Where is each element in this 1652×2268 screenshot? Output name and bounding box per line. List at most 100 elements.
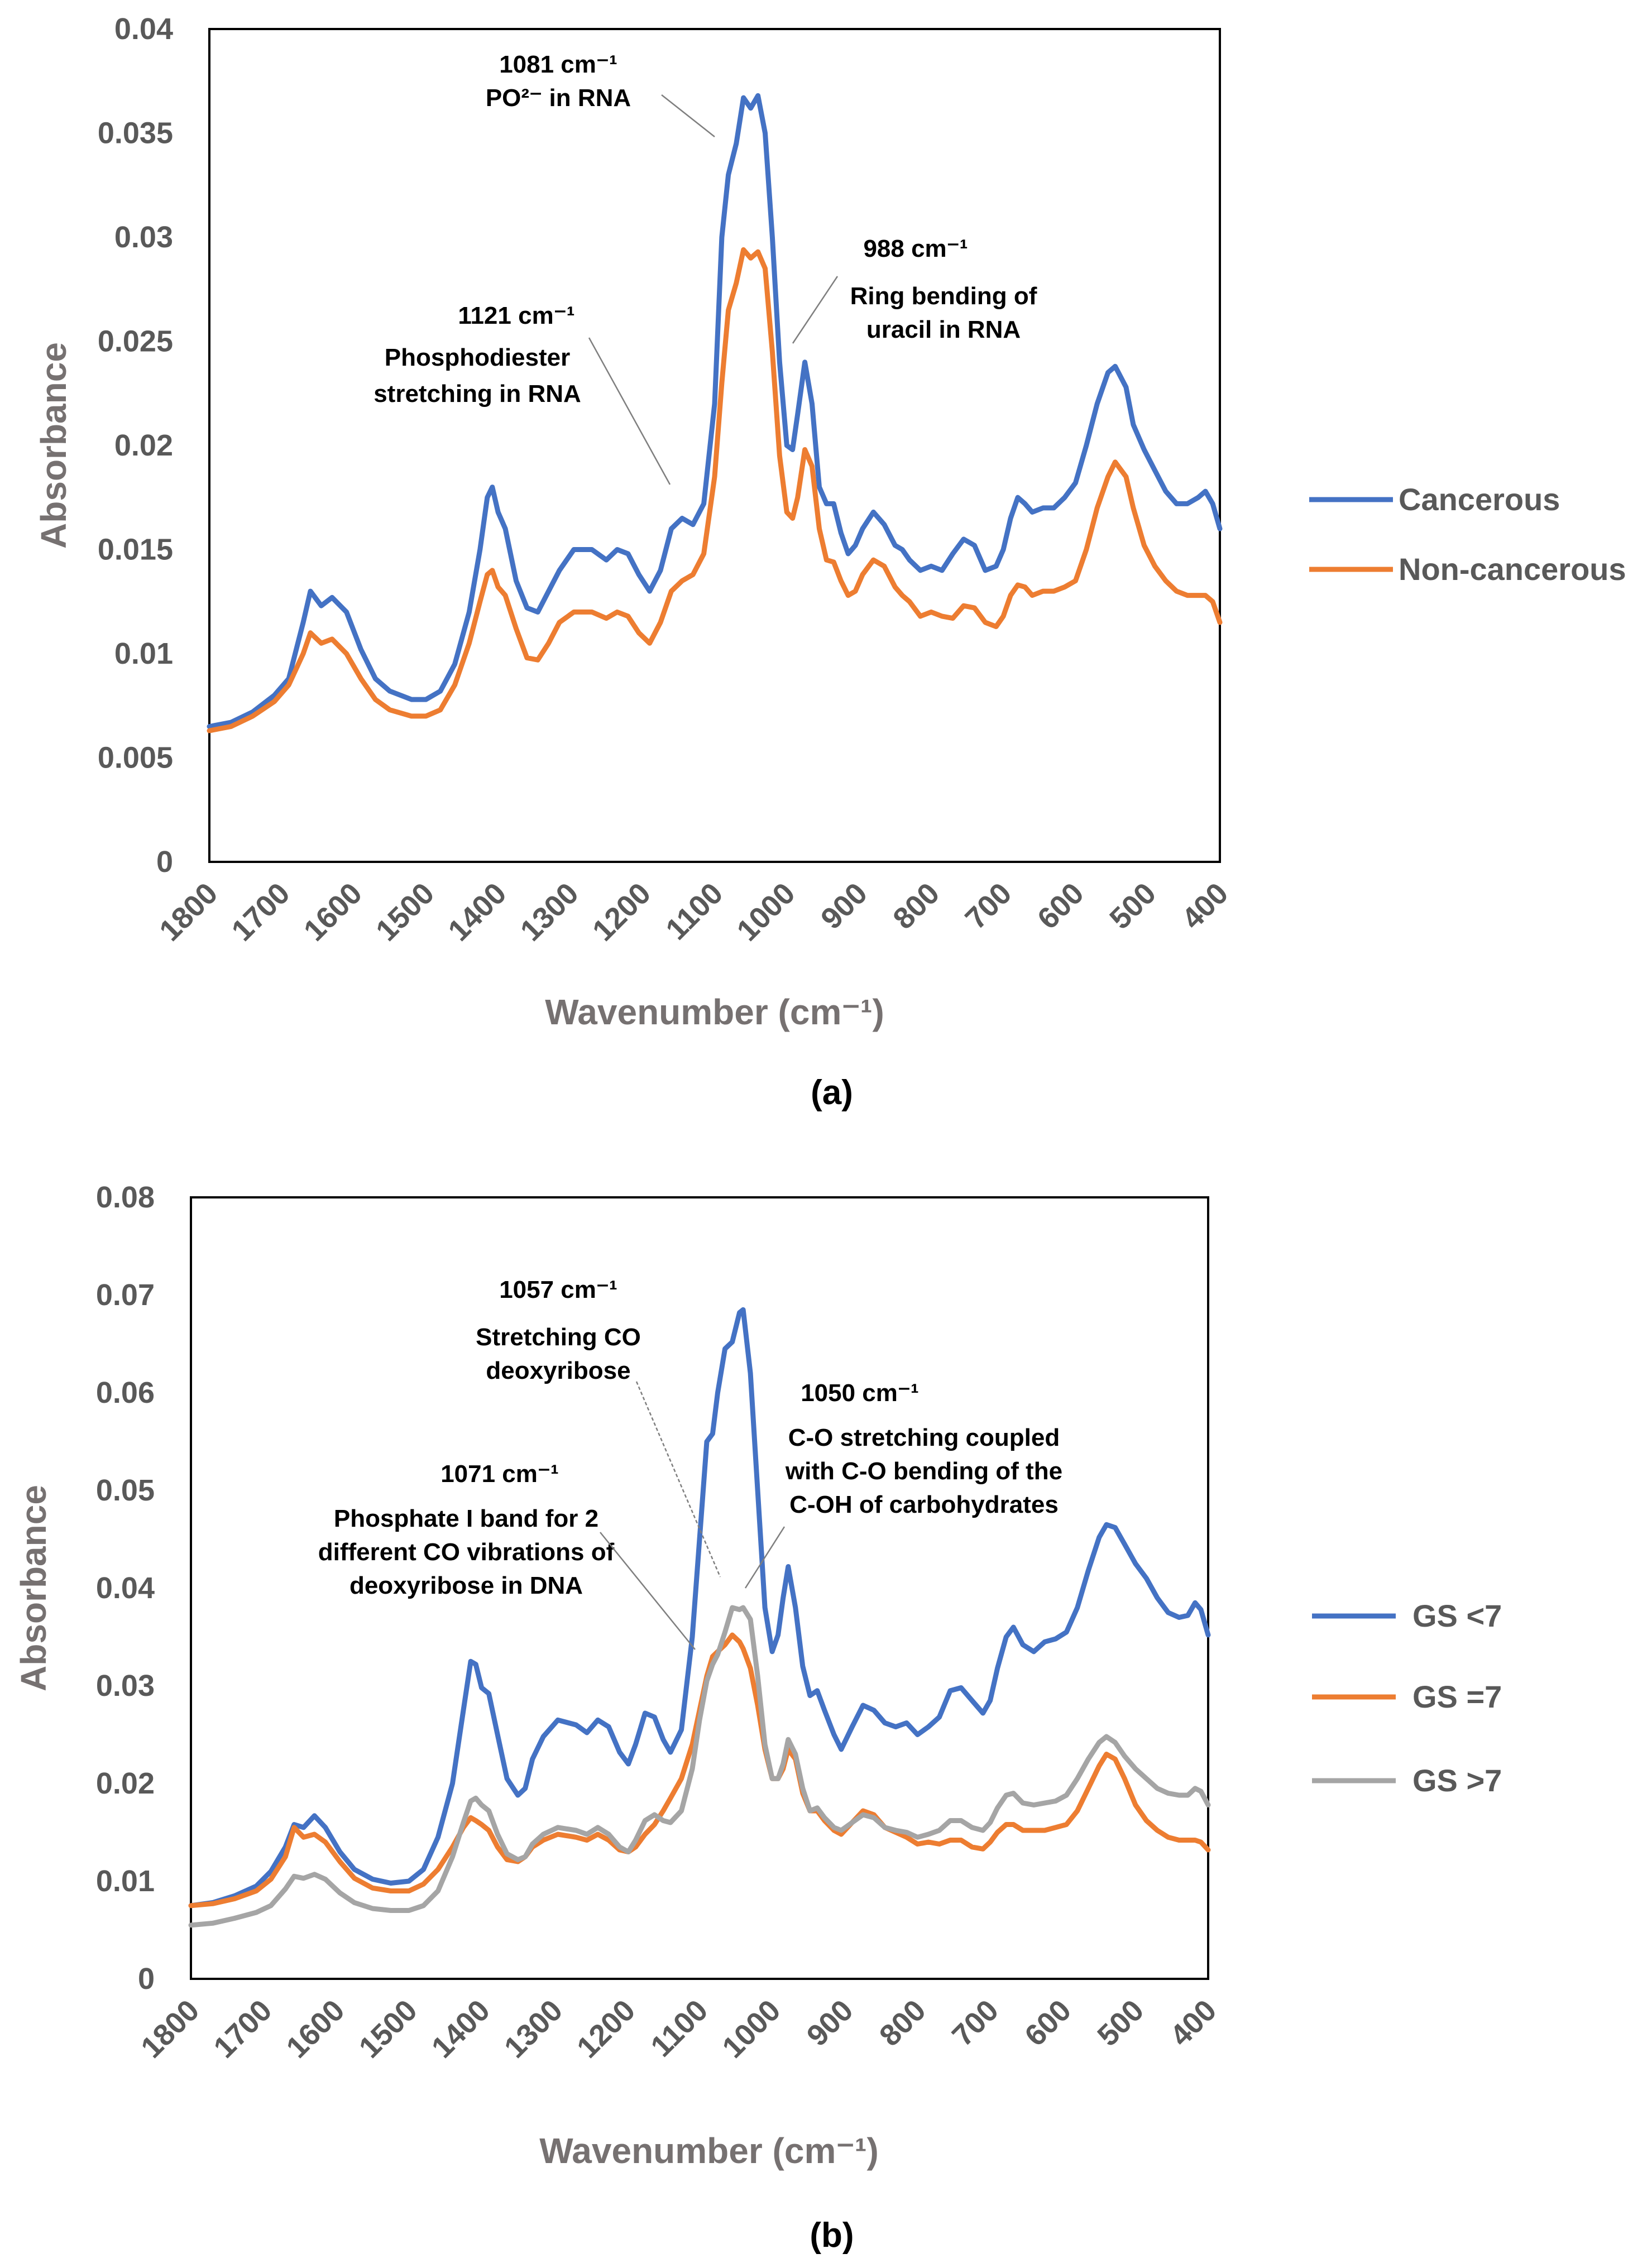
- panel-b-series-gs-gt7: [188, 1605, 1211, 1928]
- panel-b-annotation-1050: 1050 cm⁻¹ C-O stretching coupled with C-…: [744, 1379, 1062, 1589]
- panel-a-x-tick-label: 600: [1031, 876, 1090, 936]
- panel-b-x-tick-label: 1100: [644, 1993, 714, 2063]
- panel-a-x-tick-label: 400: [1175, 876, 1234, 936]
- panel-b-annotation-1071: 1071 cm⁻¹ Phosphate I band for 2 differe…: [318, 1460, 696, 1650]
- svg-text:deoxyribose: deoxyribose: [486, 1357, 630, 1384]
- panel-a-x-tick-label: 1700: [225, 876, 296, 947]
- panel-b-x-tick-label: 700: [946, 1993, 1005, 2053]
- panel-a-y-tick-label: 0: [156, 845, 173, 879]
- legend-label-cancerous: Cancerous: [1399, 482, 1560, 517]
- panel-a-x-axis-label: Wavenumber (cm⁻¹): [545, 992, 884, 1032]
- panel-b-x-tick-label: 800: [873, 1993, 932, 2053]
- panel-b-label: (b): [810, 2216, 854, 2255]
- panel-b-x-tick-label: 500: [1091, 1993, 1150, 2053]
- annotation-line: C-OH of carbohydrates: [789, 1491, 1059, 1518]
- annotation-leader: [661, 94, 715, 137]
- panel-b-x-tick-label: 900: [801, 1993, 860, 2053]
- annotation-leader: [744, 1526, 786, 1589]
- panel-a-series-non-cancerous: [207, 247, 1223, 733]
- svg-text:C-O stretching coupled: C-O stretching coupled: [788, 1424, 1060, 1451]
- panel-b-plot-area: [190, 1196, 1209, 1980]
- panel-a-x-tick-labels: 1800 1700 1600 1500 1400 1300 1200 1100 1000 900 8…: [153, 876, 1234, 947]
- panel-b-x-tick-label: 1800: [135, 1993, 205, 2064]
- panel-a-x-tick-label: 900: [815, 876, 874, 936]
- svg-text:988 cm⁻¹: 988 cm⁻¹: [863, 235, 968, 262]
- panel-b-series-gs-eq7: [188, 1632, 1211, 1909]
- annotation-line: Phosphodiester: [385, 344, 571, 371]
- annotation-line: different CO vibrations of: [318, 1538, 615, 1566]
- svg-text:deoxyribose in DNA: deoxyribose in DNA: [349, 1572, 583, 1599]
- svg-text:with C-O bending of the: with C-O bending of the: [785, 1457, 1062, 1485]
- panel-a-x-tick-label: 1200: [586, 876, 657, 947]
- annotation-line: 1121 cm⁻¹: [458, 302, 574, 329]
- annotation-line: 1050 cm⁻¹: [801, 1379, 919, 1407]
- annotation-line: Phosphate I band for 2: [334, 1505, 598, 1532]
- panel-a-x-tick-label: 1000: [730, 876, 801, 947]
- svg-text:PO²⁻ in RNA: PO²⁻ in RNA: [486, 84, 631, 112]
- svg-text:different CO vibrations of: different CO vibrations of: [318, 1538, 615, 1566]
- annotation-leader: [635, 1381, 721, 1577]
- annotation-line: deoxyribose: [486, 1357, 630, 1384]
- panel-b-y-tick-label: 0.06: [96, 1376, 155, 1409]
- panel-b-x-tick-label: 1600: [280, 1993, 351, 2064]
- annotation-line: 1081 cm⁻¹: [499, 51, 617, 78]
- panel-a-y-axis-label: Absorbance: [33, 342, 74, 549]
- panel-b-x-axis-label: Wavenumber (cm⁻¹): [539, 2131, 879, 2171]
- annotation-line: Stretching CO: [476, 1324, 641, 1351]
- panel-b-x-tick-label: 1000: [716, 1993, 787, 2064]
- panel-a-x-tick-label: 1100: [659, 876, 729, 946]
- panel-a-y-tick-label: 0.03: [114, 220, 173, 254]
- annotation-line: with C-O bending of the: [785, 1457, 1062, 1485]
- annotation-line: PO²⁻ in RNA: [486, 84, 631, 112]
- panel-b-x-tick-label: 1400: [425, 1993, 496, 2064]
- panel-a-plot-area: [208, 28, 1221, 863]
- panel-b-y-tick-label: 0.08: [96, 1181, 155, 1214]
- svg-text:1081 cm⁻¹: 1081 cm⁻¹: [499, 51, 617, 78]
- panel-a-y-tick-label: 0.02: [114, 429, 173, 462]
- panel-a-label: (a): [811, 1073, 853, 1112]
- panel-b-y-tick-label: 0: [138, 1962, 155, 1996]
- annotation-line: 988 cm⁻¹: [863, 235, 968, 262]
- panel-b-legend: GS <7 GS =7 GS >7: [1312, 1598, 1502, 1798]
- annotation-leader: [600, 1532, 696, 1650]
- panel-a-annotation-988: 988 cm⁻¹ Ring bending of uracil in RNA: [792, 235, 1037, 344]
- panel-a-y-tick-label: 0.04: [114, 12, 173, 46]
- svg-text:Ring bending of: Ring bending of: [850, 282, 1037, 310]
- panel-a-y-tick-label: 0.005: [98, 741, 173, 775]
- panel-b-y-tick-label: 0.05: [96, 1474, 155, 1507]
- panel-a-chart: 0 0.005 0.01 0.015 0.02 0.025 0.03 0.035 0.04 18…: [33, 12, 1626, 1112]
- panel-a-legend: Cancerous Non-cancerous: [1309, 482, 1626, 587]
- panel-b-x-tick-label: 1700: [207, 1993, 278, 2064]
- svg-text:1050 cm⁻¹: 1050 cm⁻¹: [801, 1379, 919, 1407]
- panel-b-x-tick-label: 400: [1163, 1993, 1223, 2053]
- panel-a-series-lines: [207, 93, 1223, 733]
- panel-a-x-tick-label: 1400: [442, 876, 513, 947]
- svg-text:Phosphodiester: Phosphodiester: [385, 344, 571, 371]
- panel-b-x-tick-label: 1500: [353, 1993, 424, 2064]
- panel-b-y-tick-label: 0.01: [96, 1864, 155, 1898]
- panel-b-y-tick-label: 0.07: [96, 1278, 155, 1312]
- svg-text:Phosphate I band for 2: Phosphate I band for 2: [334, 1505, 598, 1532]
- svg-text:1121 cm⁻¹: 1121 cm⁻¹: [458, 302, 574, 329]
- annotation-line: 1057 cm⁻¹: [499, 1276, 617, 1303]
- panel-a-y-tick-label: 0.025: [98, 325, 173, 358]
- svg-text:Stretching CO: Stretching CO: [476, 1324, 641, 1351]
- panel-a-x-tick-label: 700: [959, 876, 1018, 936]
- panel-a-y-tick-label: 0.015: [98, 533, 173, 567]
- panel-b-y-tick-label: 0.03: [96, 1669, 155, 1703]
- legend-label-non-cancerous: Non-cancerous: [1399, 552, 1626, 587]
- annotation-line: Ring bending of: [850, 282, 1037, 310]
- legend-label-gs-gt7: GS >7: [1412, 1763, 1502, 1798]
- panel-b-x-tick-labels: 1800 1700 1600 1500 1400 1300 1200 1100 1000 900 8…: [135, 1993, 1223, 2064]
- panel-a-x-tick-label: 800: [887, 876, 946, 936]
- annotation-line: C-O stretching coupled: [788, 1424, 1060, 1451]
- panel-b-x-tick-label: 1200: [571, 1993, 641, 2064]
- annotation-leader: [588, 337, 671, 485]
- panel-b-y-tick-label: 0.02: [96, 1767, 155, 1800]
- panel-b-y-tick-label: 0.04: [96, 1571, 155, 1605]
- panel-b-y-tick-labels: 0 0.01 0.02 0.03 0.04 0.05 0.06 0.07 0.08: [96, 1181, 155, 1996]
- panel-b-annotation-1057: 1057 cm⁻¹ Stretching CO deoxyribose: [476, 1276, 721, 1577]
- annotation-line: stretching in RNA: [374, 380, 581, 407]
- panel-a-y-tick-label: 0.01: [114, 637, 173, 670]
